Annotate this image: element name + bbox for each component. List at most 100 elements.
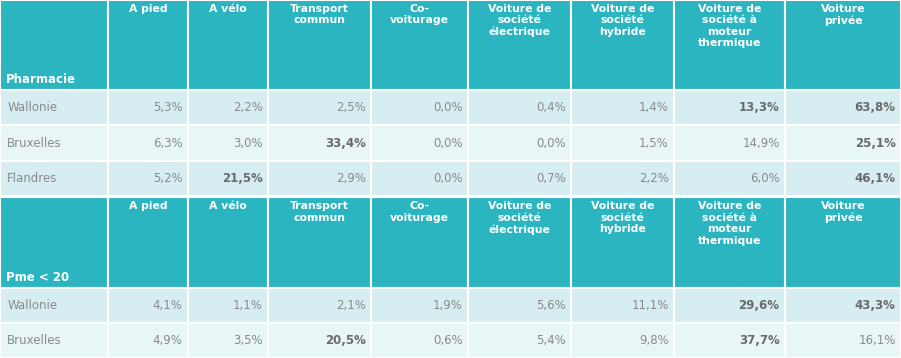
- Bar: [268, 288, 371, 323]
- Text: Flandres: Flandres: [7, 171, 58, 185]
- Text: 29,6%: 29,6%: [739, 299, 779, 312]
- Bar: [108, 91, 188, 126]
- Bar: [0, 126, 108, 160]
- Bar: [108, 126, 188, 160]
- Bar: [0, 91, 108, 126]
- Bar: [0, 0, 108, 91]
- Text: 25,1%: 25,1%: [855, 136, 896, 150]
- Bar: [468, 126, 571, 160]
- Bar: [785, 323, 901, 358]
- Text: Co-
voiturage: Co- voiturage: [390, 201, 449, 223]
- Bar: [674, 288, 785, 323]
- Bar: [108, 198, 188, 288]
- Bar: [571, 0, 674, 91]
- Text: Pharmacie: Pharmacie: [6, 73, 77, 86]
- Text: Pme < 20: Pme < 20: [6, 271, 69, 284]
- Text: A pied: A pied: [129, 4, 168, 14]
- Bar: [371, 91, 468, 126]
- Bar: [571, 126, 674, 160]
- Bar: [785, 198, 901, 288]
- Bar: [268, 323, 371, 358]
- Bar: [571, 323, 674, 358]
- Text: 1,5%: 1,5%: [639, 136, 669, 150]
- Text: 5,6%: 5,6%: [536, 299, 566, 312]
- Text: 0,6%: 0,6%: [432, 334, 462, 347]
- Bar: [188, 160, 268, 195]
- Text: Voiture de
société
hybride: Voiture de société hybride: [591, 4, 654, 37]
- Bar: [268, 126, 371, 160]
- Text: Voiture
privée: Voiture privée: [821, 4, 865, 26]
- Text: 0,7%: 0,7%: [536, 171, 566, 185]
- Bar: [188, 198, 268, 288]
- Text: 5,3%: 5,3%: [153, 101, 183, 115]
- Text: 13,3%: 13,3%: [739, 101, 779, 115]
- Bar: [371, 160, 468, 195]
- Bar: [785, 288, 901, 323]
- Bar: [468, 91, 571, 126]
- Text: 20,5%: 20,5%: [324, 334, 366, 347]
- Bar: [188, 288, 268, 323]
- Bar: [188, 126, 268, 160]
- Text: 33,4%: 33,4%: [324, 136, 366, 150]
- Text: 6,0%: 6,0%: [750, 171, 779, 185]
- Text: 3,0%: 3,0%: [233, 136, 262, 150]
- Bar: [571, 288, 674, 323]
- Bar: [785, 0, 901, 91]
- Text: 0,0%: 0,0%: [536, 136, 566, 150]
- Text: A pied: A pied: [129, 201, 168, 211]
- Bar: [188, 91, 268, 126]
- Bar: [468, 160, 571, 195]
- Bar: [0, 160, 108, 195]
- Bar: [268, 198, 371, 288]
- Bar: [674, 0, 785, 91]
- Bar: [108, 0, 188, 91]
- Text: 9,8%: 9,8%: [639, 334, 669, 347]
- Bar: [0, 288, 108, 323]
- Text: 43,3%: 43,3%: [855, 299, 896, 312]
- Text: Voiture de
société
électrique: Voiture de société électrique: [487, 201, 551, 235]
- Text: 2,2%: 2,2%: [232, 101, 262, 115]
- Text: 6,3%: 6,3%: [153, 136, 183, 150]
- Bar: [268, 91, 371, 126]
- Text: 2,2%: 2,2%: [639, 171, 669, 185]
- Text: Voiture de
société à
moteur
thermique: Voiture de société à moteur thermique: [697, 4, 761, 48]
- Text: Bruxelles: Bruxelles: [7, 136, 62, 150]
- Bar: [468, 288, 571, 323]
- Bar: [268, 0, 371, 91]
- Bar: [371, 198, 468, 288]
- Text: 2,9%: 2,9%: [336, 171, 366, 185]
- Text: 0,0%: 0,0%: [433, 101, 462, 115]
- Bar: [674, 160, 785, 195]
- Text: Transport
commun: Transport commun: [290, 201, 349, 223]
- Text: Voiture de
société
électrique: Voiture de société électrique: [487, 4, 551, 37]
- Bar: [108, 160, 188, 195]
- Bar: [571, 91, 674, 126]
- Text: Wallonie: Wallonie: [7, 299, 58, 312]
- Text: 21,5%: 21,5%: [222, 171, 262, 185]
- Text: 2,5%: 2,5%: [336, 101, 366, 115]
- Bar: [268, 160, 371, 195]
- Bar: [468, 323, 571, 358]
- Text: 63,8%: 63,8%: [854, 101, 896, 115]
- Text: Bruxelles: Bruxelles: [7, 334, 62, 347]
- Bar: [371, 0, 468, 91]
- Bar: [674, 198, 785, 288]
- Bar: [0, 198, 108, 288]
- Bar: [108, 323, 188, 358]
- Text: 11,1%: 11,1%: [632, 299, 669, 312]
- Text: 16,1%: 16,1%: [859, 334, 896, 347]
- Text: 0,0%: 0,0%: [433, 171, 462, 185]
- Bar: [188, 0, 268, 91]
- Bar: [674, 126, 785, 160]
- Text: Transport
commun: Transport commun: [290, 4, 349, 25]
- Bar: [371, 288, 468, 323]
- Text: 1,1%: 1,1%: [232, 299, 262, 312]
- Text: 14,9%: 14,9%: [742, 136, 779, 150]
- Bar: [188, 323, 268, 358]
- Text: 4,1%: 4,1%: [152, 299, 183, 312]
- Text: Wallonie: Wallonie: [7, 101, 58, 115]
- Text: 0,0%: 0,0%: [433, 136, 462, 150]
- Bar: [571, 160, 674, 195]
- Text: 4,9%: 4,9%: [152, 334, 183, 347]
- Bar: [108, 288, 188, 323]
